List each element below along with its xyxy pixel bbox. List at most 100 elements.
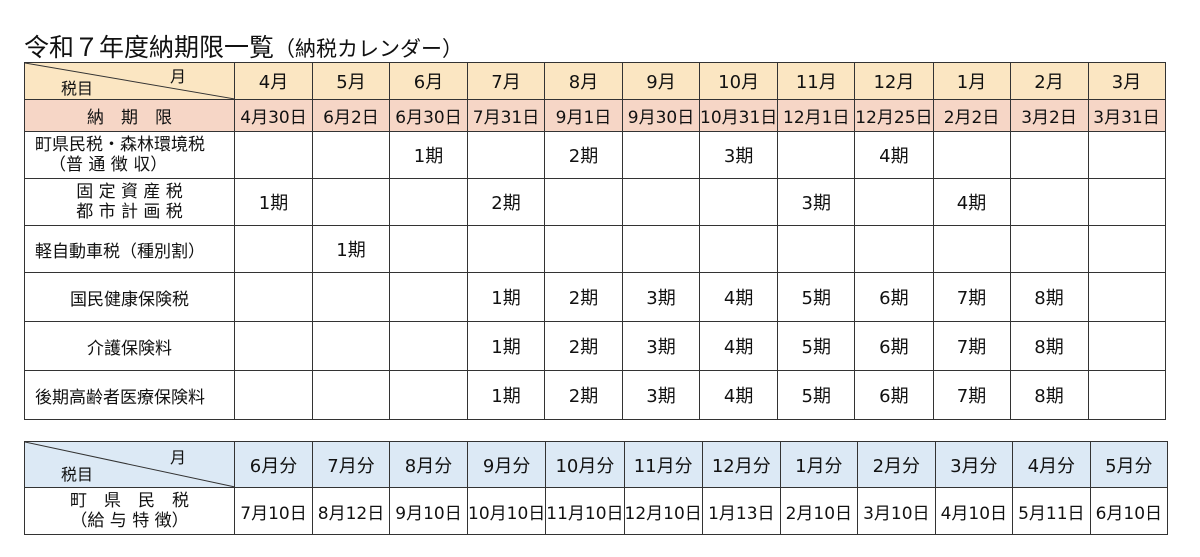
period-cell: 5期 <box>777 272 856 322</box>
period-cell: 1期 <box>467 370 545 420</box>
month-header-row: 月 税目 4月 5月 6月 7月 8月 9月 10月 11月 12月 1月 2月… <box>24 62 1166 100</box>
period-cell: 6期 <box>854 370 934 420</box>
month-header: 7月 <box>467 62 545 100</box>
period-cell: 8期 <box>1009 321 1089 371</box>
period-cell: 6期 <box>854 321 934 371</box>
table-row: 町県民税・森林環境税 （普 通 徴 収） 1期 2期 3期 4期 <box>24 131 1166 179</box>
month-header: 11月分 <box>623 441 703 488</box>
month-header: 1月 <box>932 62 1011 100</box>
period-cell <box>1009 178 1089 226</box>
due-date: 12月25日 <box>854 99 934 132</box>
period-cell: 4期 <box>698 321 779 371</box>
period-cell: 1期 <box>467 272 545 322</box>
period-cell <box>234 321 313 371</box>
period-cell: 4期 <box>854 131 934 179</box>
period-cell <box>544 225 623 273</box>
due-date: 12月1日 <box>777 99 856 132</box>
table-row: 国民健康保険税 1期 2期 3期 4期 5期 6期 7期 8期 <box>24 272 1166 322</box>
period-cell <box>1009 225 1089 273</box>
period-cell <box>544 178 623 226</box>
month-header: 4月 <box>234 62 313 100</box>
special-collection-table: 月 税目 6月分 7月分 8月分 9月分 10月分 11月分 12月分 1月分 … <box>24 441 1168 535</box>
period-cell: 7期 <box>932 370 1011 420</box>
period-cell <box>622 178 700 226</box>
due-date: 2月2日 <box>932 99 1011 132</box>
period-cell <box>234 225 313 273</box>
title-sub: （納税カレンダー） <box>274 37 464 61</box>
period-cell: 1期 <box>389 131 468 179</box>
month-header: 5月分 <box>1089 441 1168 488</box>
row-label-line1: 町 県 民 税 <box>70 491 189 511</box>
period-cell: 4期 <box>698 272 779 322</box>
row-label: 町県民税・森林環境税 （普 通 徴 収） <box>24 131 235 179</box>
page-title: 令和７年度納期限一覧（納税カレンダー） <box>24 28 463 64</box>
period-cell <box>854 178 934 226</box>
period-cell <box>1087 272 1166 322</box>
row-label: 国民健康保険税 <box>24 272 235 322</box>
month-header: 6月 <box>389 62 468 100</box>
payment-date: 8月12日 <box>312 487 390 535</box>
period-cell: 2期 <box>544 321 623 371</box>
row-label: 後期高齢者医療保険料 <box>24 370 235 420</box>
period-cell <box>389 272 468 322</box>
table-row: 介護保険料 1期 2期 3期 4期 5期 6期 7期 8期 <box>24 321 1166 371</box>
payment-date: 1月13日 <box>701 487 781 535</box>
period-cell: 3期 <box>622 321 700 371</box>
period-cell: 2期 <box>467 178 545 226</box>
period-cell: 5期 <box>777 370 856 420</box>
month-header: 5月 <box>312 62 390 100</box>
period-cell: 7期 <box>932 272 1011 322</box>
period-cell <box>234 272 313 322</box>
period-cell: 3期 <box>622 272 700 322</box>
due-date: 10月31日 <box>698 99 779 132</box>
table-row: 町 県 民 税 （給 与 特 徴） 7月10日 8月12日 9月10日 10月1… <box>24 487 1168 535</box>
period-cell <box>932 225 1011 273</box>
month-header-row: 月 税目 6月分 7月分 8月分 9月分 10月分 11月分 12月分 1月分 … <box>24 441 1168 488</box>
period-cell: 3期 <box>622 370 700 420</box>
row-label: 介護保険料 <box>24 321 235 371</box>
period-cell <box>389 225 468 273</box>
period-cell: 2期 <box>544 131 623 179</box>
corner-month-label: 月 <box>169 67 186 86</box>
period-cell: 3期 <box>698 131 779 179</box>
period-cell: 1期 <box>234 178 313 226</box>
period-cell <box>467 131 545 179</box>
row-label-line1: 固 定 資 産 税 <box>76 182 183 202</box>
corner-item-label: 税目 <box>61 79 94 98</box>
due-date: 7月31日 <box>467 99 545 132</box>
period-cell <box>1087 131 1166 179</box>
period-cell <box>1087 178 1166 226</box>
month-header: 3月 <box>1087 62 1166 100</box>
month-header: 2月 <box>1009 62 1089 100</box>
month-header: 6月分 <box>234 441 313 488</box>
row-label: 町 県 民 税 （給 与 特 徴） <box>24 487 235 535</box>
due-date: 6月2日 <box>312 99 390 132</box>
due-label: 納 期 限 <box>24 99 235 132</box>
period-cell: 2期 <box>544 370 623 420</box>
period-cell: 3期 <box>777 178 856 226</box>
month-header: 8月 <box>544 62 623 100</box>
period-cell <box>234 131 313 179</box>
period-cell <box>622 225 700 273</box>
period-cell <box>312 178 390 226</box>
corner-item-label: 税目 <box>61 465 94 484</box>
period-cell <box>698 225 779 273</box>
period-cell <box>777 225 856 273</box>
period-cell <box>312 370 390 420</box>
period-cell <box>1087 321 1166 371</box>
period-cell <box>1087 370 1166 420</box>
corner-diagonal <box>25 63 234 99</box>
month-header: 4月分 <box>1011 441 1091 488</box>
period-cell <box>1009 131 1089 179</box>
month-header: 1月分 <box>779 441 858 488</box>
table-row: 軽自動車税（種別割） 1期 <box>24 225 1166 273</box>
tax-calendar-table: 月 税目 4月 5月 6月 7月 8月 9月 10月 11月 12月 1月 2月… <box>24 62 1166 420</box>
period-cell: 6期 <box>854 272 934 322</box>
period-cell <box>854 225 934 273</box>
period-cell: 4期 <box>932 178 1011 226</box>
period-cell: 5期 <box>777 321 856 371</box>
period-cell <box>389 370 468 420</box>
payment-date: 3月10日 <box>856 487 936 535</box>
period-cell <box>467 225 545 273</box>
title-main: 令和７年度納期限一覧 <box>24 33 275 62</box>
